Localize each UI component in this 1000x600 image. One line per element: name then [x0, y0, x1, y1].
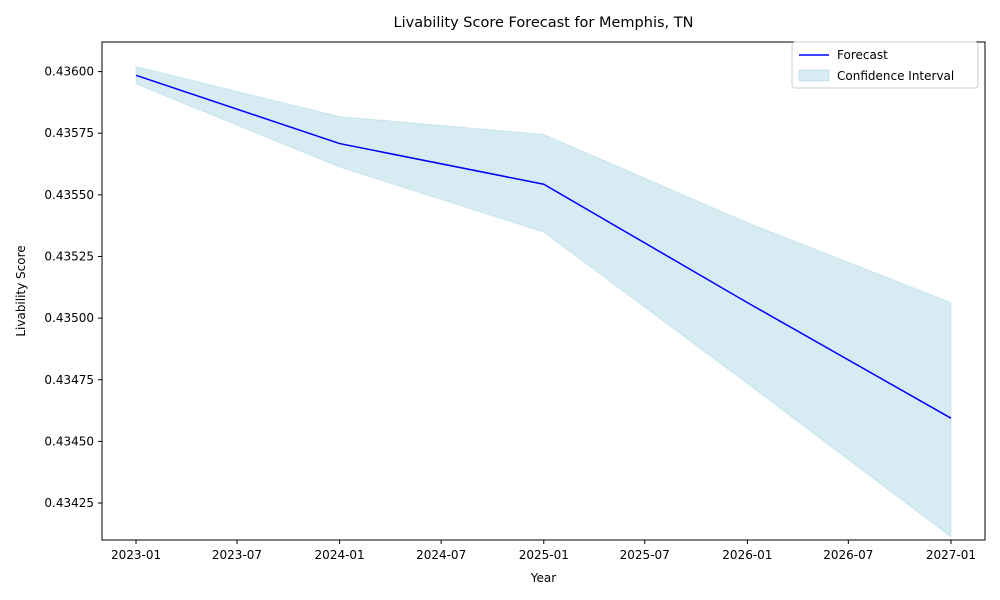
y-tick-label: 0.43450	[44, 434, 94, 448]
x-tick-label: 2023-01	[111, 548, 161, 562]
x-tick-label: 2023-07	[212, 548, 262, 562]
y-tick-label: 0.43600	[44, 65, 94, 79]
legend-confidence-swatch	[798, 69, 830, 82]
chart-title: Livability Score Forecast for Memphis, T…	[394, 15, 694, 31]
legend: Forecast Confidence Interval	[791, 41, 979, 89]
x-tick-label: 2025-07	[620, 548, 670, 562]
x-axis-title: Year	[530, 571, 556, 585]
x-tick-label: 2027-01	[926, 548, 976, 562]
legend-box	[791, 41, 979, 89]
x-tick-label: 2026-07	[823, 548, 873, 562]
x-tick-label: 2024-07	[416, 548, 466, 562]
y-tick-label: 0.43525	[44, 249, 94, 263]
forecast-line	[135, 74, 952, 419]
plot-area	[135, 66, 952, 538]
y-tick-label: 0.43550	[44, 188, 94, 202]
legend-forecast-label: Forecast	[837, 48, 888, 62]
y-axis-ticks: 0.43425 0.43450 0.43475 0.43500 0.43525 0.435…	[44, 65, 102, 510]
y-tick-label: 0.43500	[44, 311, 94, 325]
x-tick-label: 2024-01	[315, 548, 365, 562]
confidence-interval-band	[135, 66, 952, 538]
x-tick-label: 2025-01	[519, 548, 569, 562]
x-tick-label: 2026-01	[722, 548, 772, 562]
y-tick-label: 0.43425	[44, 496, 94, 510]
y-tick-label: 0.43575	[44, 126, 94, 140]
x-axis-ticks: 2023-01 2023-07 2024-01 2024-07 2025-01 2025-…	[111, 540, 976, 562]
legend-confidence-label: Confidence Interval	[837, 69, 954, 83]
y-tick-label: 0.43475	[44, 373, 94, 387]
y-axis-title: Livability Score	[14, 245, 28, 336]
